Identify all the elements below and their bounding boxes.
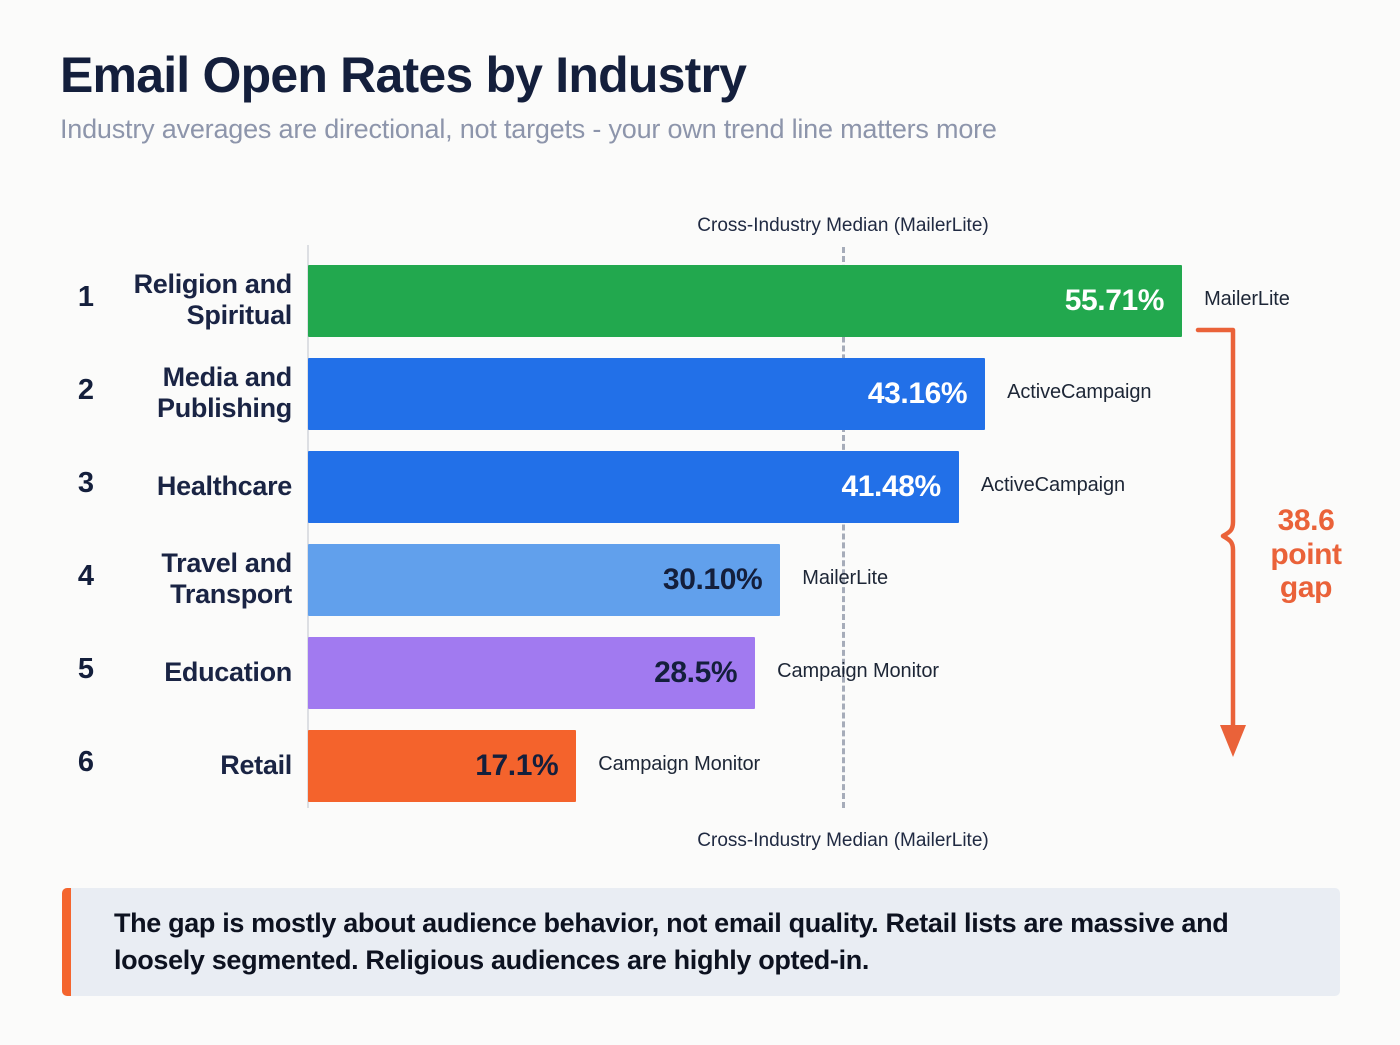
bar-rank-number: 6 (77, 746, 95, 778)
median-reference-line (842, 247, 845, 808)
bar[interactable]: 43.16% (308, 358, 986, 430)
bar-value-label: 17.1% (475, 749, 559, 782)
page-title: Email Open Rates by Industry (60, 47, 747, 103)
callout-text: The gap is mostly about audience behavio… (114, 907, 1229, 975)
bar-source-label: ActiveCampaign (1007, 381, 1152, 403)
bar-rank-number: 1 (77, 281, 95, 313)
bar-rank-number: 5 (77, 653, 95, 685)
gap-bracket-arrow-icon (1195, 327, 1246, 757)
bar-category-label: Religion and Spiritual (133, 269, 293, 331)
median-label-top: Cross-Industry Median (MailerLite) (697, 215, 989, 236)
insight-callout: The gap is mostly about audience behavio… (62, 888, 1340, 996)
bar-source-label: MailerLite (802, 567, 888, 589)
callout-accent-bar (62, 888, 71, 996)
bar[interactable]: 28.5% (308, 637, 756, 709)
bar[interactable]: 55.71% (308, 265, 1183, 337)
category-axis-line (307, 245, 309, 808)
bar-value-label: 28.5% (654, 656, 738, 689)
bar-rank-number: 2 (77, 374, 95, 406)
page-subtitle: Industry averages are directional, not t… (60, 114, 997, 144)
bar-row: 5 Education 28.5% Campaign Monitor (0, 637, 1400, 709)
bar-source-label: MailerLite (1204, 288, 1290, 310)
gap-annotation: 38.6 point gap (1190, 320, 1370, 770)
gap-unit: point (1270, 537, 1342, 571)
bar[interactable]: 17.1% (308, 730, 577, 802)
bar-row: 6 Retail 17.1% Campaign Monitor (0, 730, 1400, 802)
bar-category-label: Travel and Transport (161, 548, 292, 610)
gap-word: gap (1279, 571, 1333, 605)
bar[interactable]: 41.48% (308, 451, 959, 523)
bar-source-label: Campaign Monitor (777, 660, 939, 682)
gap-annotation-text: 38.6 point gap (1246, 504, 1366, 605)
bar-row: 2 Media and Publishing 43.16% ActiveCampaign (0, 358, 1400, 430)
bar-value-label: 43.16% (867, 377, 968, 410)
bar-value-label: 30.10% (662, 563, 763, 596)
bar-category-label: Media and Publishing (157, 362, 292, 424)
bar-rank-number: 4 (77, 560, 95, 592)
bar-value-label: 41.48% (841, 470, 941, 503)
bar-row: 3 Healthcare 41.48% ActiveCampaign (0, 451, 1400, 523)
bar-row: 1 Religion and Spiritual 55.71% MailerLite (0, 265, 1400, 337)
bar-source-label: ActiveCampaign (980, 474, 1126, 496)
bar-category-label: Retail (220, 750, 292, 780)
bar-category-label: Education (164, 657, 292, 687)
bar-rank-number: 3 (77, 467, 95, 499)
median-label-bottom: Cross-Industry Median (MailerLite) (697, 830, 989, 851)
bar[interactable]: 30.10% (308, 544, 781, 616)
bar-category-label: Healthcare (156, 471, 292, 501)
bar-source-label: Campaign Monitor (598, 753, 761, 775)
header: Email Open Rates by Industry Industry av… (60, 48, 1340, 145)
bar-value-label: 55.71% (1064, 284, 1165, 317)
bar-row: 4 Travel and Transport 30.10% MailerLite (0, 544, 1400, 616)
gap-value: 38.6 (1277, 504, 1335, 537)
